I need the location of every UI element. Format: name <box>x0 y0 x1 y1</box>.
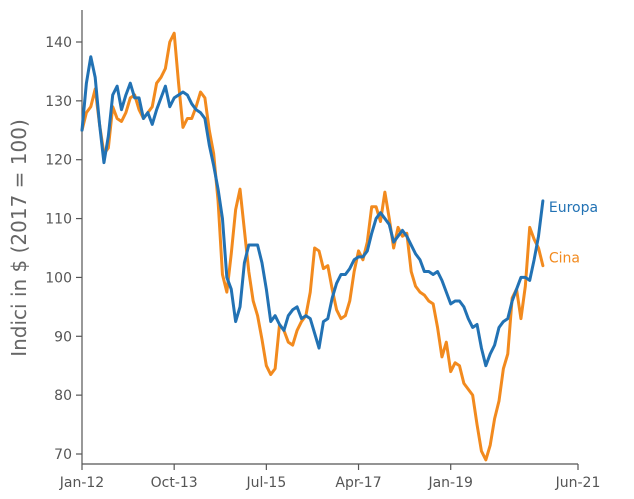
y-tick-label: 130 <box>45 94 72 110</box>
x-tick-label: Oct-13 <box>151 475 198 491</box>
series-line-europa <box>80 55 545 368</box>
axes-layer: 70 80 90 100 110 120 130 140 Jan-12 Oct-13 Jul-15 A… <box>45 10 600 491</box>
y-tick-label: 140 <box>45 35 72 51</box>
x-tick-label: Apr-17 <box>335 475 381 491</box>
legend-label-europa: Europa <box>549 200 598 216</box>
y-tick-label: 100 <box>45 270 72 286</box>
y-axis-title: Indici in $ (2017 = 100) <box>7 119 31 357</box>
legend-label-cina: Cina <box>549 251 580 267</box>
x-tick-label: Jan-19 <box>427 475 472 491</box>
y-tick-label: 110 <box>45 212 72 228</box>
series-layer <box>80 31 545 462</box>
y-tick-label: 70 <box>54 447 72 463</box>
y-tick-label: 80 <box>54 388 72 404</box>
x-tick-label: Jun-21 <box>555 475 601 491</box>
x-tick-label: Jul-15 <box>245 475 286 491</box>
y-tick-label: 90 <box>54 329 72 345</box>
legend-layer: Europa Cina <box>549 200 598 267</box>
series-line-cina <box>80 31 545 462</box>
x-tick-label: Jan-12 <box>59 475 104 491</box>
y-tick-label: 120 <box>45 153 72 169</box>
